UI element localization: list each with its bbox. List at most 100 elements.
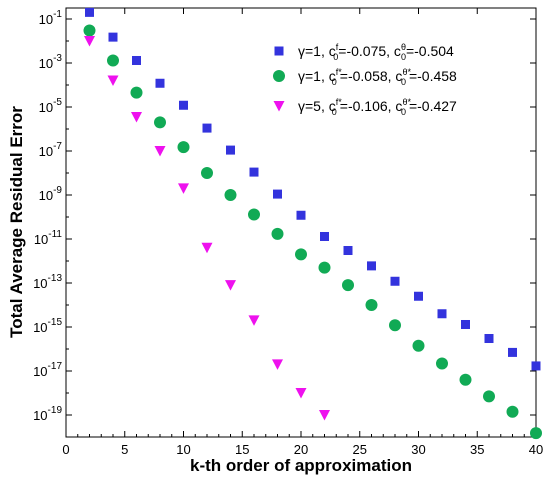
data-point-square	[273, 189, 282, 199]
data-point-circle	[295, 248, 307, 261]
y-tick-label: 10-5	[39, 97, 63, 115]
legend-c2-value: =-0.427	[409, 98, 457, 114]
y-tick-base: 10	[39, 56, 53, 71]
legend-entry: γ=1, cf 0=-0.075, cθ 0=-0.504	[298, 42, 454, 62]
data-point-triangle-down	[295, 388, 307, 399]
data-point-square	[484, 334, 494, 344]
legend-entry: γ=1, cf* 0 =-0.058, cθ* 0 =-0.458	[298, 67, 457, 87]
series-circle	[83, 24, 542, 440]
x-axis-title: k-th order of approximation	[190, 456, 412, 475]
y-tick-base: 10	[34, 232, 48, 247]
series-square	[85, 7, 541, 371]
data-point-square	[226, 145, 235, 155]
data-point-circle	[177, 141, 190, 154]
data-point-square	[531, 361, 541, 371]
legend-separator: , c	[388, 68, 403, 84]
data-point-circle	[224, 189, 237, 201]
data-point-triangle-down	[107, 75, 119, 87]
y-tick-label: 10-1	[39, 9, 63, 27]
data-point-circle	[107, 54, 119, 67]
data-point-square	[296, 210, 306, 220]
data-point-square	[320, 231, 329, 241]
legend-c1-superscript: f*	[336, 67, 343, 77]
data-point-square	[132, 55, 141, 65]
data-point-triangle-down	[84, 36, 95, 47]
data-point-circle	[459, 373, 472, 386]
x-tick-label: 5	[121, 442, 128, 457]
data-point-circle	[130, 86, 143, 99]
legend-c1-value: =-0.058	[340, 68, 388, 84]
y-tick-label: 10-15	[33, 317, 62, 335]
data-point-circle	[201, 167, 213, 179]
data-point-triangle-down	[319, 410, 330, 421]
legend-c2-value: =-0.458	[409, 68, 457, 84]
y-tick-label: 10-11	[34, 229, 63, 247]
y-tick-exponent: -1	[53, 9, 62, 20]
legend-c1-subscript: 0	[332, 77, 337, 87]
y-tick-exponent: -3	[53, 53, 62, 64]
y-axis: 10-110-310-510-710-910-1110-1310-1510-17…	[33, 9, 536, 438]
y-tick-exponent: -13	[48, 273, 63, 284]
legend-prefix: γ=1, c	[298, 68, 336, 84]
legend-c1-value: =-0.075	[338, 43, 386, 59]
series-triangle-down	[84, 36, 330, 421]
data-point-triangle-down	[131, 112, 142, 123]
data-point-square	[202, 123, 212, 133]
y-tick-label: 10-7	[39, 141, 63, 159]
y-tick-exponent: -7	[53, 141, 62, 152]
y-tick-label: 10-19	[33, 405, 62, 423]
data-point-circle	[271, 227, 284, 240]
data-point-circle	[248, 208, 260, 221]
x-axis: 0 5 10 15 20 25 30 35 40	[62, 8, 543, 457]
legend-c2-subscript: 0	[401, 77, 406, 87]
y-tick-base: 10	[33, 364, 47, 379]
legend-c1-value: =-0.106	[340, 98, 388, 114]
data-point-triangle-down	[248, 315, 260, 326]
legend-c1-superscript: f*	[336, 97, 343, 107]
y-tick-label: 10-3	[39, 53, 63, 71]
plot-area	[83, 7, 542, 440]
data-point-square	[108, 32, 118, 42]
legend-c2-subscript: 0	[401, 52, 406, 62]
y-tick-exponent: -11	[48, 229, 62, 240]
data-point-square	[508, 347, 517, 357]
data-point-square	[414, 291, 423, 301]
legend-c2-superscript: θ	[401, 42, 406, 52]
legend-prefix: γ=1, c	[298, 43, 336, 59]
legend-separator: , c	[386, 43, 401, 59]
data-point-circle	[530, 427, 542, 440]
legend-entry: γ=5, cf* 0 =-0.106, cθ* 0 =-0.427	[298, 97, 457, 117]
data-point-circle	[412, 339, 425, 352]
data-point-square	[437, 309, 447, 319]
data-point-triangle-down	[225, 280, 236, 291]
x-tick-label: 10	[176, 442, 190, 457]
x-tick-label: 20	[294, 442, 308, 457]
data-point-square	[85, 7, 94, 17]
legend-c2-value: =-0.504	[406, 43, 454, 59]
y-tick-exponent: -5	[53, 97, 62, 108]
data-point-triangle-down	[154, 146, 166, 157]
data-point-circle	[154, 116, 166, 129]
legend-c1-subscript: 0	[332, 107, 337, 117]
legend-c2-subscript: 0	[401, 107, 406, 117]
y-tick-base: 10	[39, 100, 53, 115]
legend-c2-superscript: θ*	[402, 67, 411, 77]
data-point-circle	[83, 24, 96, 37]
y-tick-exponent: -15	[48, 317, 63, 328]
y-tick-exponent: -19	[48, 405, 63, 416]
data-point-square	[155, 78, 165, 88]
data-point-circle	[506, 405, 519, 418]
data-point-square	[461, 319, 470, 329]
y-tick-base: 10	[39, 12, 53, 27]
x-tick-label: 0	[62, 442, 69, 457]
y-tick-label: 10-9	[39, 185, 63, 203]
data-point-triangle-down	[178, 183, 189, 194]
data-point-square	[367, 261, 376, 271]
data-point-triangle-down	[272, 359, 283, 370]
legend-prefix: γ=5, c	[298, 98, 336, 114]
y-tick-base: 10	[39, 144, 53, 159]
data-point-circle	[436, 357, 448, 370]
legend-marker-square	[274, 46, 284, 56]
